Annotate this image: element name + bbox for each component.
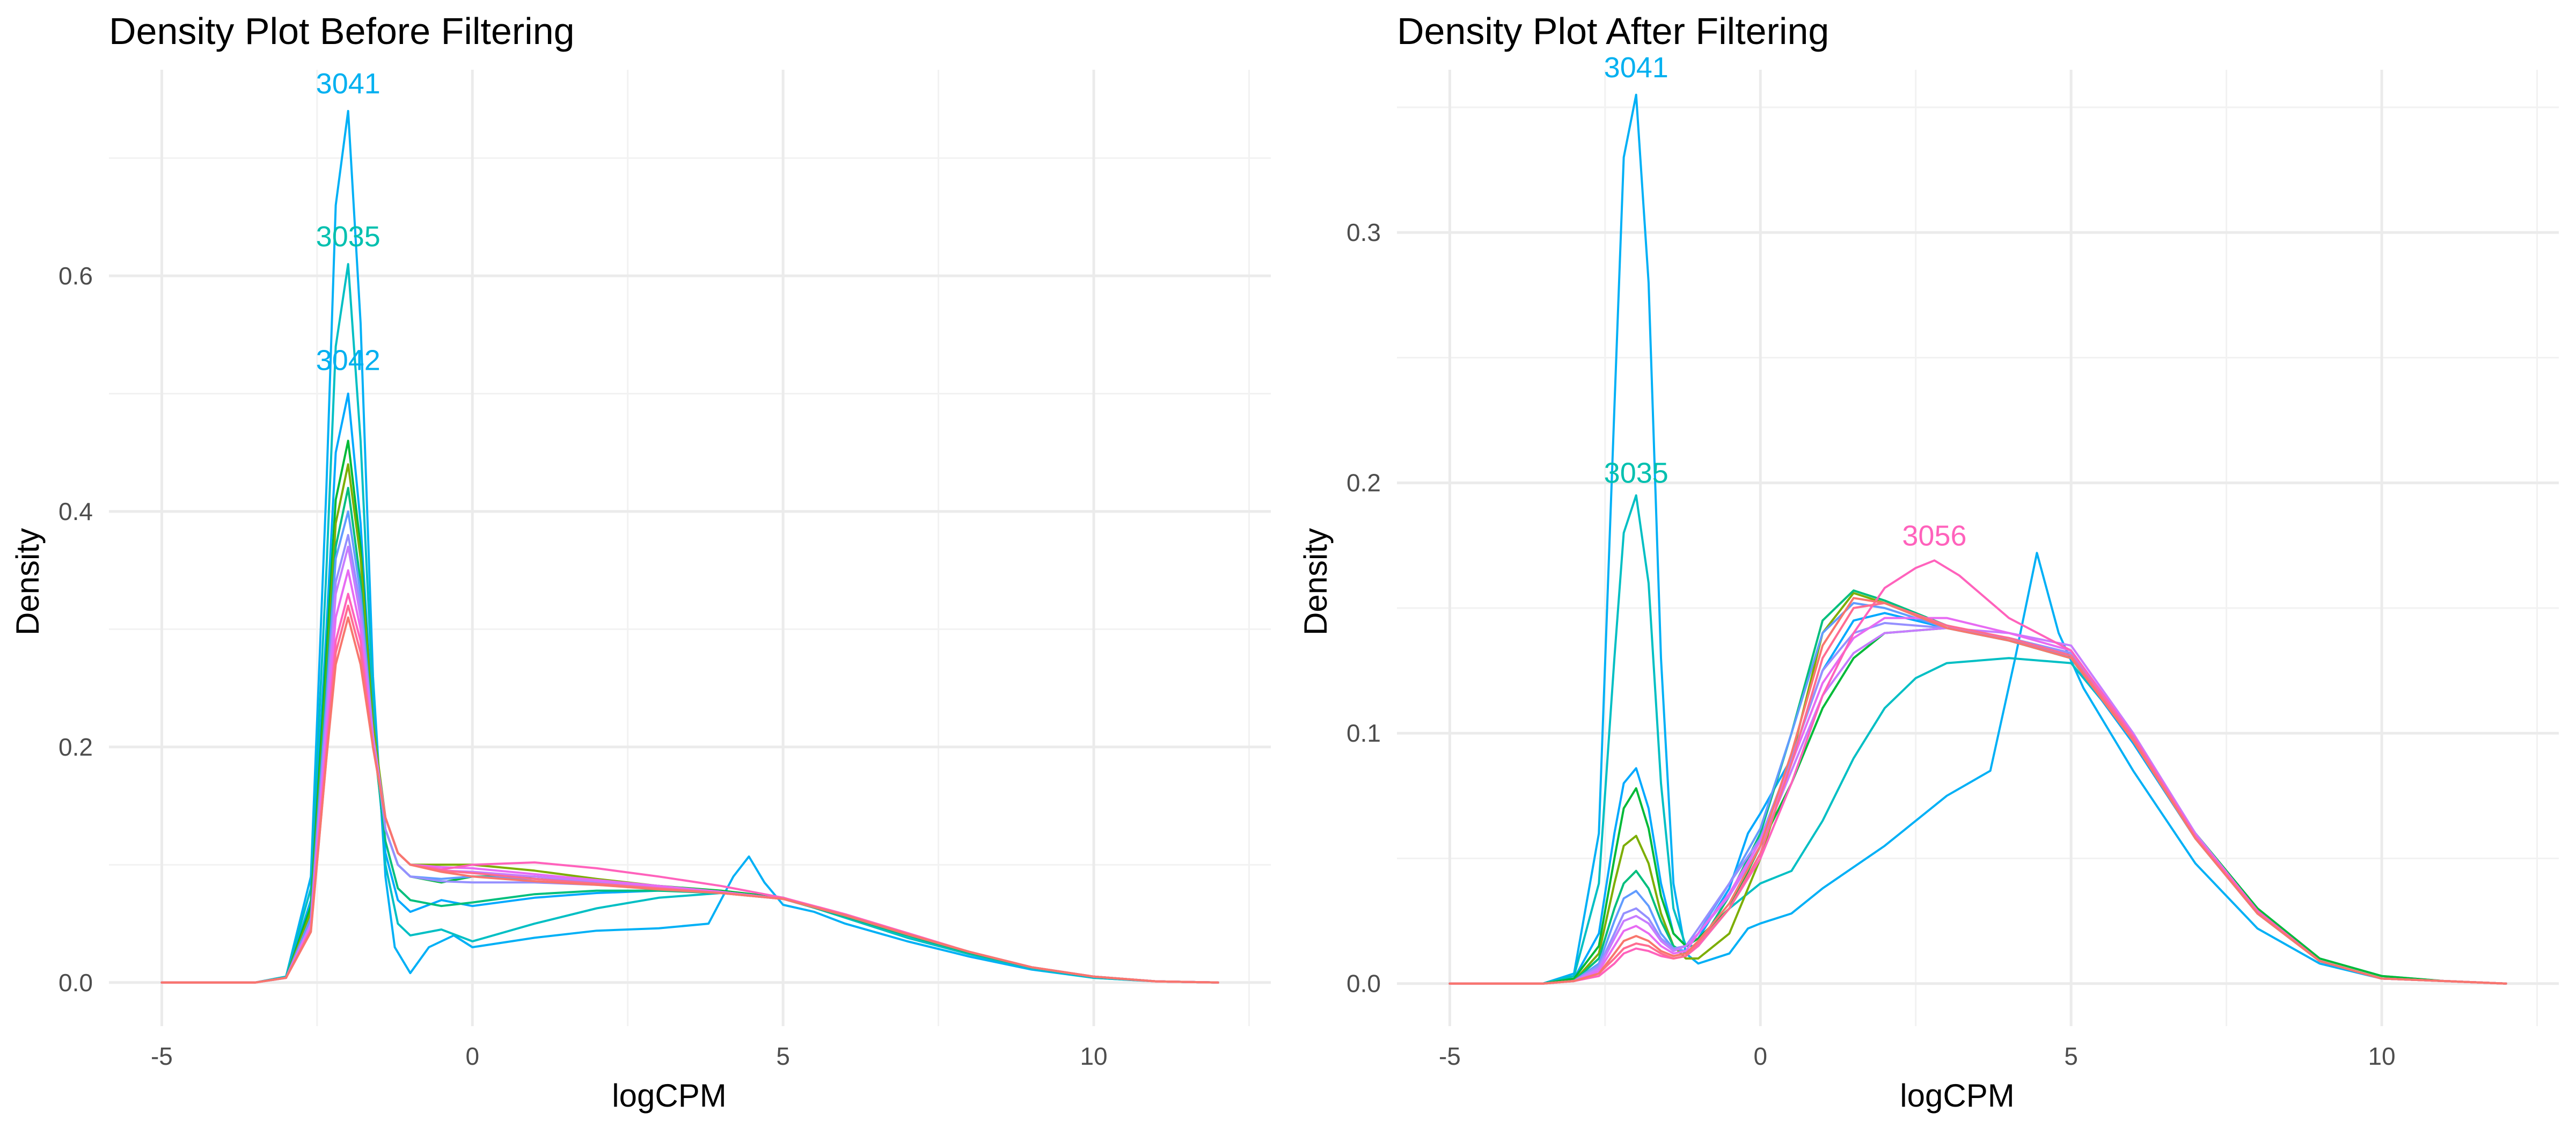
series-lines [1448, 93, 2507, 985]
y-tick-label: 0.1 [1346, 719, 1381, 747]
y-tick-label: 0.4 [58, 497, 93, 525]
series-line-1 [160, 109, 1219, 984]
y-tick-label: 0.0 [1346, 970, 1381, 998]
x-tick-label: 10 [2368, 1042, 2395, 1070]
series-line-13 [1448, 597, 2507, 985]
y-axis-label: Density [10, 528, 46, 635]
chart-title: Density Plot Before Filtering [109, 10, 575, 52]
y-tick-label: 0.2 [1346, 469, 1381, 497]
grid [1397, 70, 2559, 1026]
panel-before-filtering: Density Plot Before Filtering logCPM Den… [10, 10, 1271, 1114]
y-tick-label: 0.6 [58, 262, 93, 290]
series-line-11 [1448, 559, 2507, 985]
panel-after-filtering: Density Plot After Filtering logCPM Dens… [1298, 10, 2559, 1114]
peak-label-3056: 3056 [1902, 519, 1966, 552]
peak-label-3041: 3041 [1604, 52, 1668, 84]
x-tick-label: -5 [1439, 1042, 1461, 1070]
y-tick-label: 0.2 [58, 733, 93, 761]
y-ticks: 0.0 0.1 0.2 0.3 [1346, 218, 1381, 997]
y-ticks: 0.0 0.2 0.4 0.6 [58, 262, 93, 997]
chart-title: Density Plot After Filtering [1397, 10, 1829, 52]
y-tick-label: 0.0 [58, 969, 93, 997]
x-tick-label: 10 [1080, 1042, 1107, 1070]
series-line-13 [160, 616, 1219, 984]
x-tick-label: 0 [465, 1042, 479, 1070]
x-axis-label: logCPM [1900, 1078, 2014, 1114]
x-axis-label: logCPM [612, 1078, 726, 1114]
peak-annotations: 3041 3035 3042 [316, 68, 380, 377]
peak-label-3041: 3041 [316, 68, 380, 100]
peak-label-3035: 3035 [1604, 457, 1668, 489]
x-tick-label: 5 [776, 1042, 790, 1070]
series-line-6 [1448, 589, 2507, 985]
y-axis-label: Density [1298, 528, 1334, 635]
x-ticks: -5 0 5 10 [1439, 1042, 2396, 1070]
grid [109, 70, 1271, 1026]
series-line-2 [160, 263, 1219, 984]
series-lines [160, 109, 1219, 984]
x-tick-label: 0 [1753, 1042, 1767, 1070]
peak-annotations: 3041 3035 3056 [1604, 52, 1967, 552]
y-tick-label: 0.3 [1346, 218, 1381, 246]
x-tick-label: -5 [151, 1042, 173, 1070]
peak-label-3042: 3042 [316, 345, 380, 377]
series-line-1 [1448, 93, 2507, 985]
x-tick-label: 5 [2064, 1042, 2078, 1070]
x-ticks: -5 0 5 10 [151, 1042, 1108, 1070]
peak-label-3035: 3035 [316, 221, 380, 253]
